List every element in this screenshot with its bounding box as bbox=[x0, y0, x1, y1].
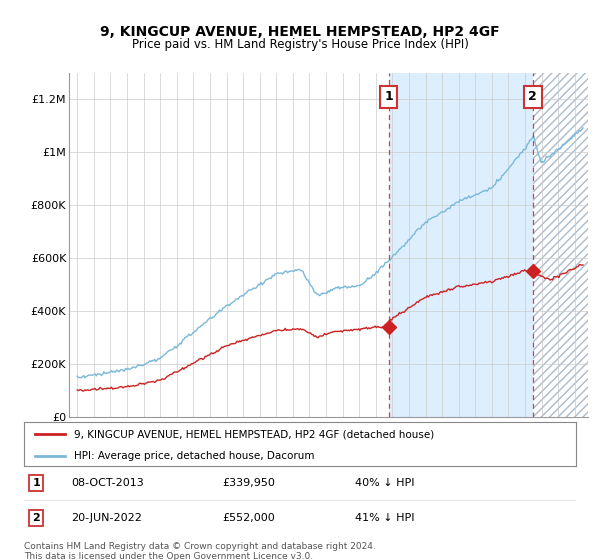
Text: 20-JUN-2022: 20-JUN-2022 bbox=[71, 514, 142, 523]
Text: 40% ↓ HPI: 40% ↓ HPI bbox=[355, 478, 415, 488]
Text: Contains HM Land Registry data © Crown copyright and database right 2024.
This d: Contains HM Land Registry data © Crown c… bbox=[24, 542, 376, 560]
Text: Price paid vs. HM Land Registry's House Price Index (HPI): Price paid vs. HM Land Registry's House … bbox=[131, 38, 469, 52]
Text: 9, KINGCUP AVENUE, HEMEL HEMPSTEAD, HP2 4GF (detached house): 9, KINGCUP AVENUE, HEMEL HEMPSTEAD, HP2 … bbox=[74, 430, 434, 440]
Text: £552,000: £552,000 bbox=[223, 514, 275, 523]
Text: £339,950: £339,950 bbox=[223, 478, 275, 488]
Text: 41% ↓ HPI: 41% ↓ HPI bbox=[355, 514, 415, 523]
Bar bbox=[389, 73, 533, 417]
Text: 1: 1 bbox=[32, 478, 40, 488]
Text: HPI: Average price, detached house, Dacorum: HPI: Average price, detached house, Daco… bbox=[74, 451, 314, 461]
Text: 08-OCT-2013: 08-OCT-2013 bbox=[71, 478, 143, 488]
Text: 9, KINGCUP AVENUE, HEMEL HEMPSTEAD, HP2 4GF: 9, KINGCUP AVENUE, HEMEL HEMPSTEAD, HP2 … bbox=[100, 26, 500, 39]
Bar bbox=[533, 73, 588, 417]
Text: 2: 2 bbox=[32, 514, 40, 523]
Bar bbox=[533, 73, 588, 417]
Text: 2: 2 bbox=[529, 90, 537, 104]
Text: 1: 1 bbox=[384, 90, 393, 104]
